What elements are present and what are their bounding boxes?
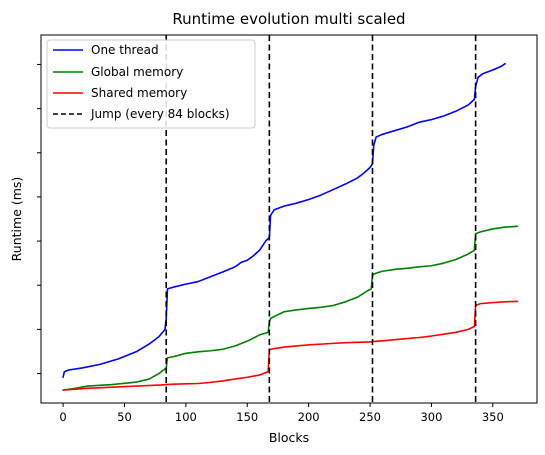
series-line-one-thread (62, 62, 506, 379)
x-axis: 0 50 100 150 200 250 300 350 (59, 403, 504, 424)
series-line-shared-memory (62, 300, 519, 391)
x-tick-label: 350 (482, 410, 504, 424)
x-tick-label: 100 (175, 410, 197, 424)
y-axis (37, 63, 41, 375)
chart-title: Runtime evolution multi scaled (172, 10, 405, 28)
x-axis-label: Blocks (269, 430, 309, 445)
x-tick-label: 300 (420, 410, 442, 424)
x-tick-label: 150 (236, 410, 258, 424)
legend-box (46, 39, 256, 129)
x-tick-label: 0 (59, 410, 66, 424)
legend-label-one-thread: One thread (91, 43, 159, 57)
y-axis-label: Runtime (ms) (9, 177, 24, 262)
axes-frame (40, 34, 538, 404)
x-tick-label: 200 (298, 410, 320, 424)
legend-label-shared-memory: Shared memory (91, 86, 187, 100)
x-tick-label: 50 (117, 410, 132, 424)
legend: One thread Global memory Shared memory J… (46, 39, 256, 129)
legend-label-jump: Jump (every 84 blocks) (90, 107, 230, 121)
legend-label-global-memory: Global memory (91, 65, 183, 79)
x-tick-label: 250 (359, 410, 381, 424)
